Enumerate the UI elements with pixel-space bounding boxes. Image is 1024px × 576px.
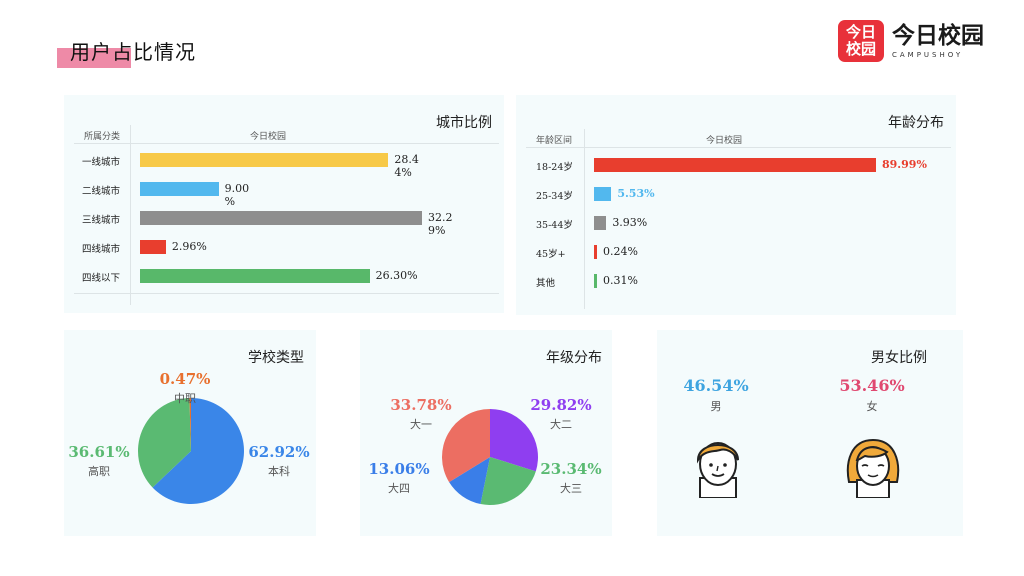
grade-slice <box>490 409 538 472</box>
grade-slice <box>449 457 490 505</box>
city-category-label: 二线城市 <box>82 186 121 197</box>
grade-slice <box>442 409 490 483</box>
grade-distribution-pie <box>442 409 538 505</box>
grade-label-dasan-value: 23.34% <box>540 460 602 478</box>
gender-ratio-card: 男女比例 46.54% 男 53.46% 女 <box>657 330 963 536</box>
gender-male-name: 男 <box>710 400 722 413</box>
page-title: 用户占比情况 <box>70 40 196 64</box>
grade-slice <box>480 457 536 505</box>
gender-female-name: 女 <box>866 400 878 413</box>
city-category-label: 四线城市 <box>82 244 121 255</box>
age-value-label: 0.31% <box>603 274 638 287</box>
school-label-zhongzhi-name: 中职 <box>174 392 196 405</box>
school-slice <box>138 398 191 488</box>
grade-label-dasi-value: 13.06% <box>368 460 430 478</box>
city-category-label: 三线城市 <box>82 215 121 226</box>
city-value-label: 26.30% <box>375 269 418 282</box>
age-bar <box>594 274 597 288</box>
age-bar <box>594 158 876 172</box>
city-col-series: 今日校园 <box>250 132 287 142</box>
city-col-category: 所属分类 <box>84 132 121 142</box>
city-bar <box>140 211 422 225</box>
age-col-series: 今日校园 <box>706 136 743 146</box>
female-avatar-icon <box>846 438 900 498</box>
age-distribution-card: 年龄分布 年龄区间 今日校园 18-24岁 89.99% 25-34岁 5.53% 35… <box>516 95 956 315</box>
age-chart-title: 年龄分布 <box>888 115 944 131</box>
grade-label-dasi-name: 大四 <box>388 482 410 495</box>
male-avatar-icon <box>696 442 739 498</box>
logo-mark-icon: 今日 校园 <box>838 20 884 62</box>
school-type-card: 学校类型 0.47% 中职 36.61% 高职 62.92% 本科 <box>64 330 316 536</box>
grade-label-daer-name: 大二 <box>550 418 572 431</box>
city-bar <box>140 269 370 283</box>
school-slice <box>152 398 244 504</box>
grade-chart-title: 年级分布 <box>546 350 602 366</box>
age-value-label: 3.93% <box>612 216 648 229</box>
age-value-label: 5.53% <box>617 187 655 200</box>
age-value-label: 0.24% <box>603 245 638 258</box>
title-accent-bar <box>57 48 131 68</box>
school-type-pie <box>138 398 244 504</box>
grade-label-daer-value: 29.82% <box>530 396 592 414</box>
age-category-label: 18-24岁 <box>536 162 573 173</box>
city-category-label: 一线城市 <box>82 157 121 168</box>
school-chart-title: 学校类型 <box>248 350 304 366</box>
grade-distribution-card: 年级分布 33.78% 大一 29.82% 大二 13.06% 大四 23.34… <box>360 330 612 536</box>
age-bar <box>594 245 597 259</box>
age-category-label: 45岁+ <box>536 249 566 260</box>
city-category-label: 四线以下 <box>82 273 121 284</box>
grade-label-dasan-name: 大三 <box>560 482 582 495</box>
city-value-label: 2.96% <box>171 240 207 253</box>
school-label-benke-name: 本科 <box>268 465 290 478</box>
school-label-gaozhi-name: 高职 <box>88 465 110 478</box>
logo: 今日 校园 今日校园 CAMPUSHOY <box>838 20 984 62</box>
city-value-label: 32.2 9% <box>428 211 453 237</box>
city-bar <box>140 153 389 167</box>
city-value-label: 28.4 4% <box>394 153 419 179</box>
school-label-gaozhi-value: 36.61% <box>68 443 130 461</box>
school-label-benke-value: 62.92% <box>248 443 310 461</box>
gender-female-value: 53.46% <box>839 376 905 395</box>
age-bar <box>594 187 612 201</box>
city-bar <box>140 182 219 196</box>
city-bar <box>140 240 166 254</box>
city-chart-title: 城市比例 <box>436 115 492 131</box>
city-value-label: 9.00% <box>224 182 250 208</box>
school-slice <box>189 398 191 451</box>
age-category-label: 35-44岁 <box>536 220 573 231</box>
age-value-label: 89.99% <box>882 158 927 171</box>
gender-male-value: 46.54% <box>683 376 749 395</box>
grade-label-dayi-name: 大一 <box>410 418 432 431</box>
grade-label-dayi-value: 33.78% <box>390 396 452 414</box>
age-bar <box>594 216 607 230</box>
gender-chart-title: 男女比例 <box>871 350 927 366</box>
age-category-label: 25-34岁 <box>536 191 573 202</box>
city-ratio-card: 城市比例 所属分类 今日校园 一线城市 28.4 4% 二线城市 9.00% 三线城市 32… <box>64 95 504 313</box>
school-label-zhongzhi-value: 0.47% <box>159 370 211 388</box>
logo-text: 今日校园 <box>892 22 984 49</box>
age-category-label: 其他 <box>536 278 556 289</box>
logo-subtext: CAMPUSHOY <box>892 50 964 59</box>
age-col-category: 年龄区间 <box>536 136 573 146</box>
